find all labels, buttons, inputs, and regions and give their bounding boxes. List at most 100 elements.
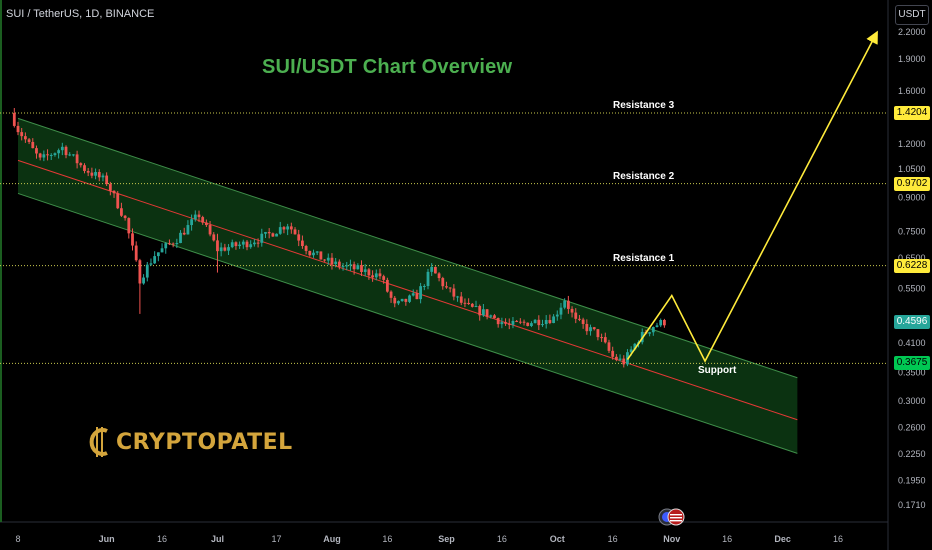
candle-body bbox=[179, 232, 182, 244]
candle-body bbox=[511, 320, 515, 325]
candle-body bbox=[20, 132, 24, 137]
candle-body bbox=[127, 218, 131, 234]
candle-body bbox=[190, 219, 194, 226]
candle-body bbox=[230, 242, 234, 248]
candle-body bbox=[507, 323, 511, 325]
x-tick-label: Aug bbox=[323, 534, 341, 544]
candle-body bbox=[182, 232, 186, 235]
candle-body bbox=[581, 319, 585, 324]
y-tick-label: 0.2600 bbox=[898, 422, 926, 432]
candle-body bbox=[134, 245, 138, 261]
candle-body bbox=[330, 257, 334, 265]
candle-body bbox=[160, 248, 164, 253]
candle-body bbox=[12, 113, 16, 126]
candle-body bbox=[204, 222, 208, 226]
candle-body bbox=[197, 214, 201, 218]
symbol-header: SUI / TetherUS, 1D, BINANCE bbox=[6, 8, 155, 20]
brand-name: CRYPTOPATEL bbox=[116, 429, 293, 455]
candle-body bbox=[116, 193, 120, 209]
price-tag-resistance-2: 0.9702 bbox=[894, 176, 930, 191]
candle-body bbox=[90, 172, 94, 176]
candle-body bbox=[171, 243, 175, 245]
y-tick-label: 1.6000 bbox=[898, 86, 926, 96]
candle-body bbox=[544, 320, 548, 325]
candle-body bbox=[212, 234, 216, 241]
candle-body bbox=[208, 225, 212, 235]
candle-body bbox=[97, 172, 101, 178]
currency-button[interactable]: USDT bbox=[895, 5, 929, 25]
candle-body bbox=[422, 286, 426, 288]
candle-body bbox=[241, 241, 245, 245]
candle-body bbox=[345, 265, 349, 267]
candle-body bbox=[603, 337, 607, 343]
candle-body bbox=[312, 252, 315, 256]
y-tick-label: 0.5500 bbox=[898, 284, 926, 294]
candle-body bbox=[227, 247, 230, 251]
candle-body bbox=[168, 243, 171, 245]
candle-body bbox=[522, 321, 526, 323]
candle-body bbox=[297, 234, 301, 241]
candle-body bbox=[164, 243, 168, 249]
candle-body bbox=[193, 214, 197, 220]
y-tick-label: 0.3500 bbox=[898, 367, 926, 377]
price-tag-resistance-1: 0.6228 bbox=[894, 258, 930, 273]
candle-body bbox=[304, 246, 308, 251]
candle-body bbox=[323, 259, 326, 261]
candle-body bbox=[86, 170, 90, 173]
candle-body bbox=[341, 266, 345, 268]
candle-body bbox=[596, 329, 600, 338]
candle-body bbox=[555, 314, 559, 317]
x-tick-label: 16 bbox=[157, 534, 167, 544]
candle-body bbox=[175, 243, 179, 245]
candle-body bbox=[463, 302, 467, 304]
candle-body bbox=[64, 146, 68, 156]
candle-body bbox=[252, 242, 256, 245]
candle-body bbox=[622, 358, 626, 365]
candle-body bbox=[374, 273, 378, 278]
candle-body bbox=[363, 269, 367, 273]
candle-body bbox=[515, 320, 519, 322]
candle-body bbox=[441, 278, 445, 287]
candle-body bbox=[459, 296, 463, 303]
y-tick-label: 0.4100 bbox=[898, 338, 926, 348]
level-label-resistance-1: Resistance 1 bbox=[613, 252, 675, 264]
candle-body bbox=[16, 125, 20, 133]
candle-body bbox=[589, 327, 592, 332]
candle-body bbox=[278, 227, 282, 234]
channel-upper-line bbox=[17, 117, 798, 379]
candle-body bbox=[493, 315, 496, 319]
candle-body bbox=[592, 327, 596, 330]
x-tick-label: Oct bbox=[550, 534, 565, 544]
candle-body bbox=[382, 276, 386, 280]
candle-body bbox=[301, 240, 304, 247]
candle-body bbox=[245, 241, 249, 248]
y-tick-label: 1.0500 bbox=[898, 164, 926, 174]
candle-body bbox=[256, 242, 260, 244]
candle-body bbox=[105, 175, 109, 185]
candle-body bbox=[101, 175, 105, 178]
candle-body bbox=[27, 139, 31, 142]
candle-body bbox=[35, 148, 38, 154]
candle-body bbox=[356, 265, 360, 270]
candle-body bbox=[437, 273, 441, 279]
candle-body bbox=[607, 342, 611, 351]
level-label-support: Support bbox=[698, 365, 737, 377]
candle-body bbox=[559, 307, 563, 315]
y-tick-label: 0.1710 bbox=[898, 500, 926, 510]
candle-body bbox=[112, 190, 116, 194]
candle-body bbox=[470, 303, 474, 307]
candle-body bbox=[142, 277, 145, 284]
candle-body bbox=[448, 287, 452, 289]
candle-body bbox=[574, 312, 578, 319]
candle-body bbox=[548, 320, 552, 324]
candle-body bbox=[315, 251, 319, 253]
x-tick-label: Jul bbox=[211, 534, 224, 544]
candle-body bbox=[153, 256, 157, 264]
events-flag-icon[interactable] bbox=[658, 508, 686, 526]
candle-body bbox=[404, 298, 408, 302]
channel-lower-line bbox=[17, 192, 798, 454]
candle-body bbox=[120, 208, 123, 216]
level-label-resistance-3: Resistance 3 bbox=[613, 100, 675, 111]
